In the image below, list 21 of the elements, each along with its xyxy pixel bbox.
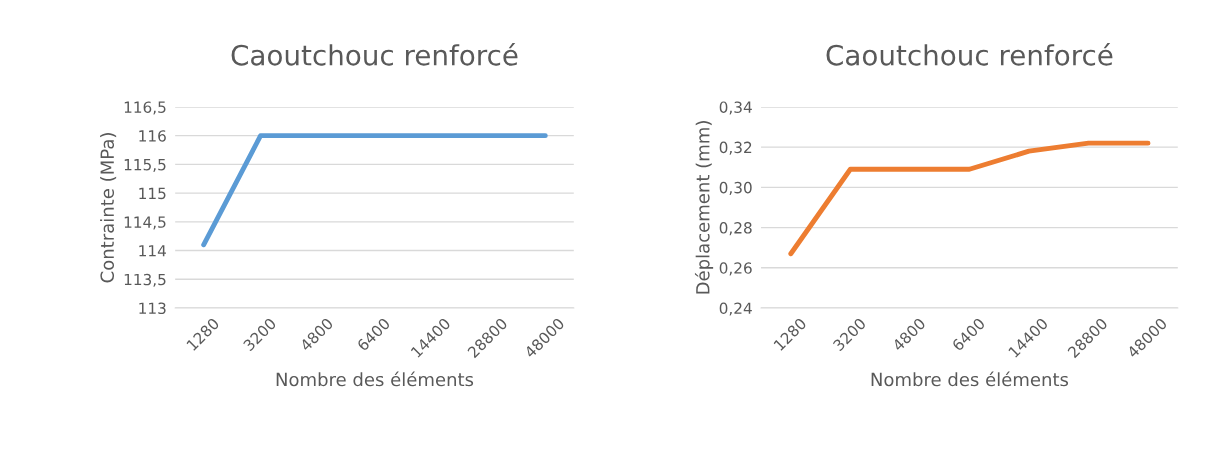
y-tick-label: 0,28 — [719, 222, 752, 236]
y-axis-title: Déplacement (mm) — [694, 121, 714, 294]
y-tick-label: 116,5 — [124, 101, 166, 115]
y-tick-label: 115,5 — [124, 159, 166, 172]
y-tick-label: 0,34 — [719, 101, 752, 115]
y-tick-label: 0,24 — [719, 302, 752, 316]
chart-title: Caoutchouc renforcé — [231, 43, 518, 66]
y-tick-label: 114,5 — [124, 216, 166, 230]
y-tick-label: 116 — [139, 130, 166, 142]
chart-title: Caoutchouc renforcé — [826, 43, 1113, 66]
y-tick-label: 114 — [139, 245, 166, 257]
y-axis-title: Contrainte (MPa) — [100, 133, 117, 283]
line-series — [788, 140, 1151, 257]
y-tick-label: 0,26 — [719, 262, 752, 276]
y-tick-label: 113,5 — [124, 273, 166, 287]
y-tick-label: 113 — [139, 302, 166, 315]
x-axis-title: Nombre des éléments — [871, 371, 1069, 387]
x-axis-title: Nombre des éléments — [276, 371, 474, 387]
y-tick-label: 0,32 — [719, 141, 752, 155]
y-tick-label: 0,30 — [719, 181, 752, 195]
y-tick-label: 115 — [139, 187, 166, 200]
